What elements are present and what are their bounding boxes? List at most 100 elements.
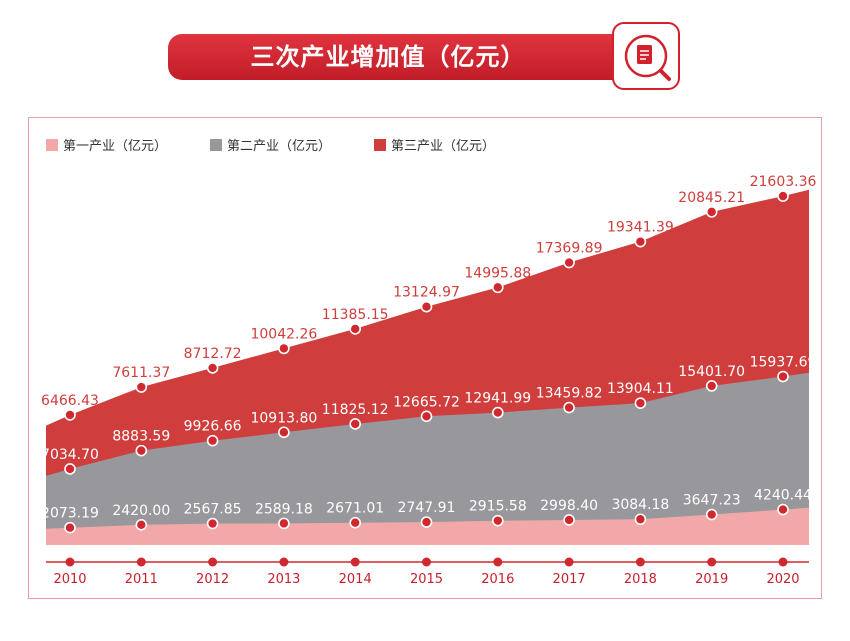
data-point-marker [634,235,647,248]
data-point-marker [563,401,575,414]
data-point-marker [491,406,504,419]
x-tick-label: 2019 [695,572,728,587]
x-tick-marker [136,557,146,567]
data-point-marker [206,517,219,530]
data-point-marker [206,362,219,374]
data-point-marker [278,342,290,355]
data-label: 21603.36 [750,174,817,190]
data-point-marker [135,381,148,393]
x-tick-marker [350,557,360,567]
data-point-marker [135,444,148,457]
data-point-marker [420,410,433,423]
data-label: 7611.37 [112,365,170,381]
data-point-marker [491,281,504,294]
data-label: 2998.40 [540,498,598,514]
legend-swatch [374,139,386,151]
data-point-marker [278,517,290,530]
x-tick-marker [279,557,289,567]
data-label: 3084.18 [611,497,669,513]
data-label: 2747.91 [398,500,456,516]
x-tick-marker [65,557,75,567]
data-point-marker [420,516,433,528]
data-point-marker [135,518,148,531]
data-label: 17369.89 [536,241,603,257]
data-label: 7034.70 [41,447,99,463]
x-axis: 2010 2011 2012 2013 2014 2015 2016 2017 2018 2019… [46,557,809,587]
legend-label: 第三产业（亿元） [391,139,495,154]
data-point-marker [634,397,647,409]
area-series-2 [46,372,809,545]
legend-label: 第一产业（亿元） [63,139,167,154]
area-layer [46,189,809,546]
data-point-marker [64,463,76,475]
data-label: 2420.00 [112,503,170,519]
page-title: 三次产业增加值（亿元） [250,43,526,71]
data-point-marker [64,409,76,421]
x-tick-marker [778,557,788,567]
data-point-marker [349,323,362,335]
data-label: 3647.23 [683,493,741,509]
data-point-marker [349,516,362,529]
data-label: 2915.58 [469,499,527,515]
data-point-marker [705,206,718,218]
title-banner: 三次产业增加值（亿元） [168,22,682,90]
data-label: 9926.66 [184,419,242,435]
x-tick-label: 2015 [410,572,443,587]
x-tick-label: 2012 [196,572,229,587]
data-label: 6466.43 [41,393,99,409]
data-label: 11825.12 [322,402,389,418]
data-point-marker [349,418,362,430]
data-label: 8883.59 [112,429,170,445]
data-label: 2671.01 [326,501,384,517]
x-tick-label: 2010 [53,572,86,587]
data-point-marker [777,503,789,516]
data-point-marker [563,256,575,269]
legend: 第一产业（亿元） 第二产业（亿元） 第三产业（亿元） [46,139,495,154]
data-label: 2567.85 [184,502,242,518]
data-label: 13459.82 [536,386,603,402]
data-point-marker [563,514,575,526]
data-label: 2073.19 [41,506,99,522]
x-tick-marker [707,557,717,567]
data-label: 19341.39 [607,220,674,236]
data-point-marker [278,426,290,439]
chart-frame: 第一产业（亿元） 第二产业（亿元） 第三产业（亿元） 2073.19 2420.00 2… [28,117,822,599]
title-band [168,34,638,80]
data-label: 15937.69 [750,355,817,371]
data-label: 2589.18 [255,501,313,517]
data-point-marker [64,521,76,534]
data-label: 13124.97 [393,285,460,301]
x-tick-label: 2011 [125,572,158,587]
data-point-marker [491,514,504,527]
x-tick-marker [422,557,431,567]
data-point-marker [705,508,718,521]
data-label: 12941.99 [464,391,531,407]
x-tick-marker [564,557,574,567]
document-search-icon [612,22,680,90]
legend-swatch [210,139,222,151]
data-label: 13904.11 [607,381,674,397]
data-label: 4240.44 [754,488,812,504]
data-point-marker [705,380,718,392]
x-tick-label: 2018 [624,572,657,587]
data-point-marker [634,513,647,526]
data-point-marker [777,190,789,202]
data-label: 15401.70 [678,364,745,380]
legend-swatch [46,139,58,151]
data-point-marker [206,434,219,447]
value-label-layer: 2073.19 2420.00 2567.85 2589.18 2671.01 2747.… [41,174,816,522]
x-tick-marker [493,557,503,567]
data-label: 11385.15 [322,307,389,323]
data-label: 10913.80 [250,410,317,426]
stacked-area-chart: 第一产业（亿元） 第二产业（亿元） 第三产业（亿元） 2073.19 2420.00 2… [41,139,816,587]
marker-layer [64,190,789,534]
data-label: 14995.88 [464,265,531,281]
x-tick-label: 2013 [267,572,300,587]
data-point-marker [777,370,789,383]
data-label: 12665.72 [393,394,460,410]
data-label: 20845.21 [678,190,745,206]
legend-label: 第二产业（亿元） [227,139,331,154]
data-point-marker [420,300,433,313]
x-tick-marker [635,557,645,567]
x-tick-label: 2017 [553,572,586,587]
